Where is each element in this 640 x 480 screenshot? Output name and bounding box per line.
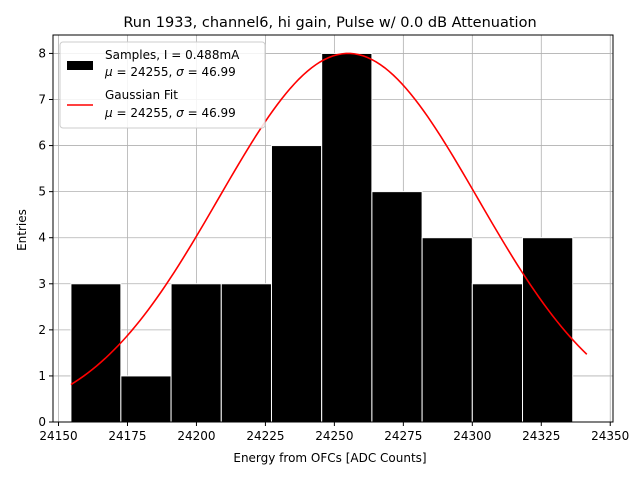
x-tick-label: 24250	[315, 429, 353, 443]
histogram-bar	[220, 283, 272, 423]
x-tick-label: 24300	[453, 429, 491, 443]
legend-fit-stats: μ = 24255, σ = 46.99	[104, 106, 236, 120]
legend-samples-sigma: 46.99	[201, 65, 235, 79]
y-tick-label: 5	[38, 185, 46, 199]
histogram-bar	[522, 237, 574, 423]
axes: 24150 24175 24200 24225 24250 24275 24300 24325…	[38, 34, 629, 443]
legend-swatch-samples	[67, 61, 93, 70]
legend-fit-sigma: 46.99	[201, 106, 235, 120]
x-tick-label: 24200	[177, 429, 215, 443]
y-tick-label: 6	[38, 139, 46, 153]
y-tick-label: 4	[38, 231, 46, 245]
y-tick-label: 3	[38, 277, 46, 291]
x-tick-label: 24275	[384, 429, 422, 443]
y-tick-label: 1	[38, 369, 46, 383]
legend-samples-label: Samples, I = 0.488mA	[105, 48, 240, 62]
x-tick-label: 24325	[522, 429, 560, 443]
histogram-bar	[371, 191, 423, 423]
x-tick-label: 24150	[39, 429, 77, 443]
x-tick-label: 24350	[591, 429, 629, 443]
x-axis-label: Energy from OFCs [ADC Counts]	[233, 451, 426, 465]
chart-title: Run 1933, channel6, hi gain, Pulse w/ 0.…	[123, 15, 536, 31]
gaussian-fit	[70, 52, 588, 386]
histogram-bar	[471, 283, 524, 423]
legend-fit-label: Gaussian Fit	[105, 88, 178, 102]
y-tick-label: 8	[38, 46, 46, 60]
x-tick-label: 24225	[246, 429, 284, 443]
y-axis-label: Entries	[15, 209, 29, 251]
gaussian-fit-curve	[70, 52, 588, 386]
legend-samples-mu: 24255	[130, 65, 168, 79]
histogram-bar	[170, 283, 222, 423]
legend-fit-mu: 24255	[130, 106, 168, 120]
histogram-bar	[120, 375, 172, 423]
histogram-bar	[270, 145, 323, 423]
legend-samples-stats: μ = 24255, σ = 46.99	[104, 65, 236, 79]
legend: Samples, I = 0.488mA μ = 24255, σ = 46.9…	[59, 41, 266, 129]
y-tick-label: 7	[38, 93, 46, 107]
x-tick-label: 24175	[108, 429, 146, 443]
histogram-bar	[421, 237, 473, 423]
y-tick-label: 2	[38, 323, 46, 337]
legend-frame	[59, 41, 266, 129]
axes-frame	[52, 34, 614, 423]
histogram-bars	[70, 52, 574, 423]
histogram-bar	[321, 52, 373, 423]
y-tick-label: 0	[38, 415, 46, 429]
histogram-bar	[70, 283, 122, 423]
